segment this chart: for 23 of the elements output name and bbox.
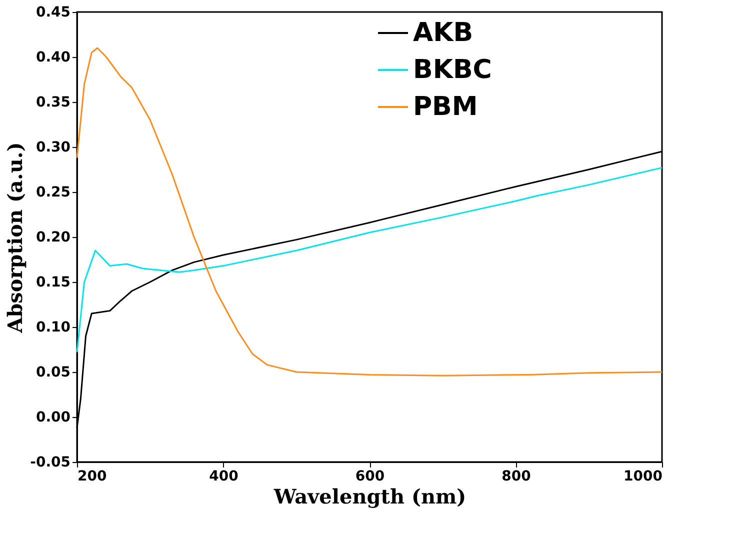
line-series (76, 166, 663, 353)
legend-label: AKB (413, 18, 474, 48)
y-tick-label: 0.30 (36, 140, 71, 156)
legend-label: BKBC (413, 55, 492, 85)
y-tick-label: 0.25 (36, 184, 70, 200)
x-tick-label: 400 (209, 468, 239, 484)
x-tick-label: 200 (78, 468, 107, 484)
y-tick-label: 0.05 (36, 364, 70, 380)
y-tick-label: 0.15 (36, 274, 70, 290)
x-axis-title: Wavelength (nm) (272, 484, 466, 508)
y-tick-label: 0.10 (36, 320, 71, 336)
y-tick-label: 0.35 (36, 94, 70, 110)
y-tick-label: 0.45 (36, 4, 70, 20)
y-tick-label: -0.05 (30, 454, 70, 470)
y-tick-label: 0.40 (36, 50, 71, 66)
legend-label: PBM (413, 92, 478, 122)
y-tick-label: 0.20 (36, 230, 71, 246)
x-tick-label: 1000 (624, 468, 663, 484)
y-tick-label: 0.00 (36, 410, 71, 426)
x-tick-label: 600 (355, 468, 385, 484)
y-axis-title: Absorption (a.u.) (3, 142, 28, 334)
x-tick-label: 800 (502, 468, 532, 484)
line-series (76, 47, 663, 376)
